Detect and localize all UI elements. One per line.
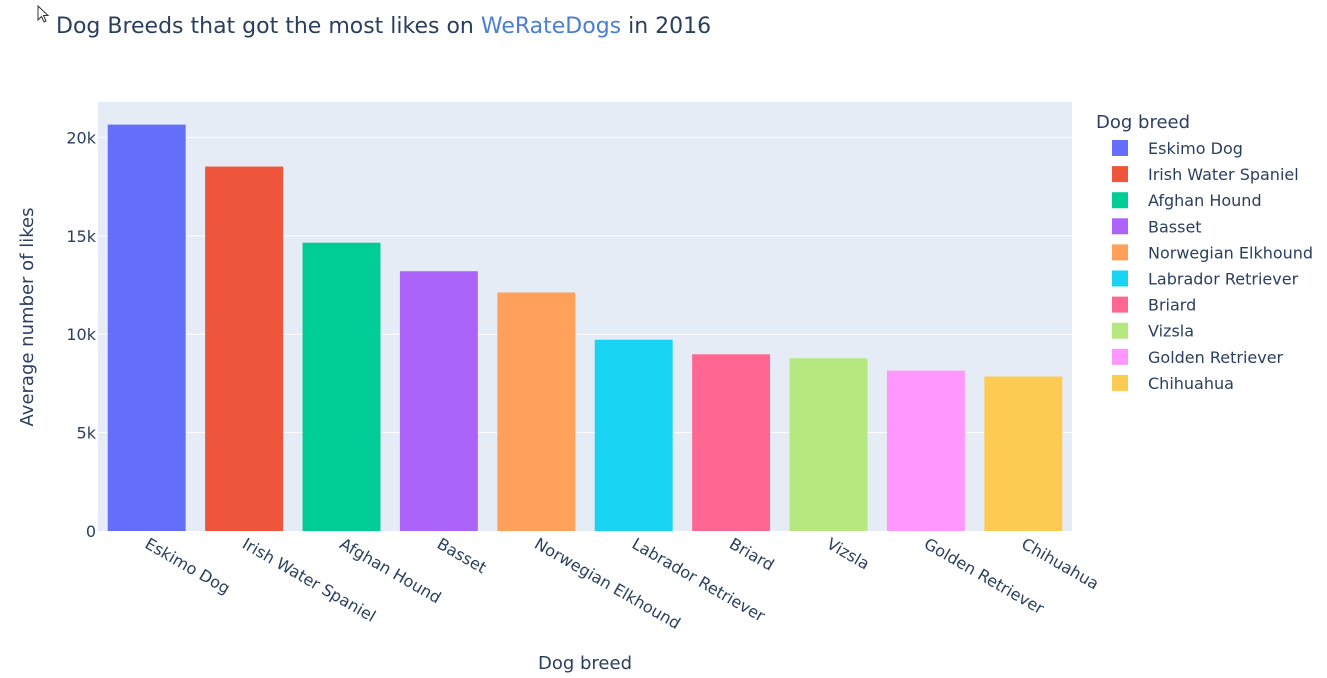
weratedogs-link[interactable]: WeRateDogs — [481, 14, 621, 39]
chart-title: Dog Breeds that got the most likes on We… — [56, 14, 711, 39]
x-axis-title: Dog breed — [538, 653, 632, 674]
legend-swatch — [1112, 244, 1128, 261]
legend-label: Afghan Hound — [1148, 191, 1262, 210]
legend-label: Chihuahua — [1148, 374, 1234, 393]
legend-label: Eskimo Dog — [1148, 139, 1243, 158]
legend-label: Golden Retriever — [1148, 348, 1284, 367]
legend-label: Irish Water Spaniel — [1148, 165, 1299, 184]
bar[interactable] — [789, 358, 868, 531]
bar[interactable] — [497, 292, 576, 531]
legend-swatch — [1112, 218, 1128, 235]
y-tick-label: 15k — [66, 227, 96, 246]
y-axis-title: Average number of likes — [17, 208, 38, 427]
x-tick-label: Chihuahua — [1018, 534, 1102, 593]
legend-title: Dog breed — [1096, 112, 1190, 133]
bar[interactable] — [399, 271, 478, 531]
y-tick-label: 10k — [66, 325, 96, 344]
legend-item[interactable]: Basset — [1112, 217, 1202, 236]
legend-label: Norwegian Elkhound — [1148, 243, 1313, 262]
y-tick-label: 0 — [86, 522, 96, 541]
legend: Dog breed Eskimo Dog Irish Water Spaniel A… — [1096, 112, 1313, 393]
mouse-cursor-icon — [37, 5, 50, 23]
legend-label: Briard — [1148, 296, 1196, 315]
bar[interactable] — [984, 376, 1063, 531]
bar[interactable] — [594, 339, 673, 531]
legend-label: Vizsla — [1148, 322, 1194, 341]
legend-item[interactable]: Golden Retriever — [1112, 348, 1284, 367]
legend-swatch — [1112, 192, 1128, 209]
legend-item[interactable]: Chihuahua — [1112, 374, 1234, 393]
legend-swatch — [1112, 140, 1128, 156]
bar[interactable] — [107, 124, 186, 531]
chart-title-prefix: Dog Breeds that got the most likes on — [56, 14, 481, 39]
y-tick-label: 5k — [77, 424, 97, 443]
y-tick-label: 20k — [66, 128, 96, 147]
legend-item[interactable]: Labrador Retriever — [1112, 270, 1299, 289]
bar[interactable] — [302, 242, 381, 531]
x-tick-label: Vizsla — [824, 534, 873, 573]
bars — [107, 124, 1063, 531]
chart-title-suffix: in 2016 — [621, 14, 711, 39]
legend-item[interactable]: Vizsla — [1112, 322, 1194, 341]
legend-swatch — [1112, 166, 1128, 183]
x-tick-label: Briard — [726, 534, 777, 575]
legend-swatch — [1112, 270, 1128, 287]
legend-label: Labrador Retriever — [1148, 270, 1299, 289]
bar[interactable] — [205, 166, 284, 531]
y-axis-ticks: 0 5k 10k 15k 20k — [66, 128, 96, 541]
x-tick-label: Eskimo Dog — [142, 534, 234, 598]
legend-swatch — [1112, 296, 1128, 313]
x-tick-label: Basset — [434, 534, 490, 577]
legend-item[interactable]: Irish Water Spaniel — [1112, 165, 1299, 184]
legend-item[interactable]: Afghan Hound — [1112, 191, 1262, 210]
bar[interactable] — [692, 354, 771, 531]
legend-swatch — [1112, 348, 1128, 365]
legend-item[interactable]: Briard — [1112, 296, 1196, 315]
legend-label: Basset — [1148, 217, 1202, 236]
legend-swatch — [1112, 322, 1128, 339]
legend-item[interactable]: Norwegian Elkhound — [1112, 243, 1313, 262]
legend-swatch — [1112, 374, 1128, 391]
legend-item[interactable]: Eskimo Dog — [1112, 139, 1243, 158]
bar[interactable] — [886, 370, 965, 531]
